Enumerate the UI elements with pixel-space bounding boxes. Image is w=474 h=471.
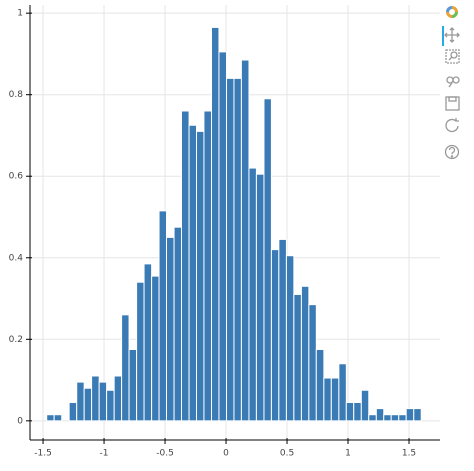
save-tool[interactable]	[445, 96, 460, 111]
bar	[106, 389, 115, 422]
bar	[68, 401, 78, 422]
bar	[375, 408, 385, 422]
bar	[323, 377, 332, 422]
y-tick-label: 0.2	[9, 335, 23, 345]
bar	[390, 414, 400, 422]
x-tick-label: -1.5	[34, 449, 52, 459]
bar	[285, 255, 295, 422]
bar	[76, 381, 85, 422]
bar	[121, 314, 130, 422]
bar	[255, 173, 265, 422]
bar	[188, 124, 198, 422]
bar	[91, 375, 100, 422]
bar	[151, 275, 160, 422]
x-tick-label: 0	[223, 449, 229, 459]
x-tick-label: 0.5	[280, 449, 294, 459]
bar	[158, 210, 168, 422]
bar	[413, 408, 422, 422]
help-tool[interactable]	[444, 144, 460, 160]
y-tick-label: 0.6	[9, 172, 24, 182]
bar	[353, 401, 362, 422]
bar	[83, 387, 93, 422]
bar	[181, 110, 190, 422]
bar	[53, 414, 63, 422]
bar	[278, 238, 287, 422]
bar	[315, 348, 325, 422]
bar	[136, 281, 145, 422]
y-tick-label: 0.4	[9, 253, 24, 263]
bar	[173, 226, 183, 422]
bar	[128, 348, 138, 422]
x-tick-label: -1	[100, 449, 109, 459]
bar	[345, 401, 355, 422]
bar	[218, 51, 228, 422]
bar	[338, 363, 347, 422]
bar	[405, 408, 415, 422]
y-tick-label: 0	[17, 416, 23, 426]
bar	[203, 110, 213, 422]
bar	[240, 59, 250, 422]
bar	[368, 414, 377, 422]
bar	[398, 414, 407, 422]
bar	[248, 167, 257, 422]
bar	[211, 26, 220, 422]
x-tick-label: -0.5	[156, 449, 174, 459]
pan-tool[interactable]	[444, 27, 460, 43]
bar	[196, 130, 205, 422]
bar	[166, 236, 175, 422]
y-tick-label: 1	[17, 9, 23, 19]
bar	[233, 77, 242, 422]
bar	[330, 377, 340, 422]
bar	[263, 98, 272, 422]
bar	[143, 263, 153, 422]
x-tick-label: 1.5	[402, 449, 416, 459]
box-zoom-tool[interactable]	[445, 49, 460, 64]
y-tick-label: 0.8	[9, 90, 24, 100]
bar	[300, 285, 310, 422]
bar	[113, 375, 123, 422]
bar	[226, 77, 235, 422]
wheel-zoom-tool[interactable]	[446, 76, 460, 88]
bar	[98, 381, 108, 422]
bar	[308, 304, 317, 422]
toolbar	[442, 6, 460, 160]
bokeh-logo[interactable]	[446, 6, 458, 18]
x-tick-label: 1	[345, 449, 351, 459]
bar	[383, 414, 392, 422]
bar	[293, 293, 302, 422]
bar	[270, 249, 280, 422]
bar	[360, 389, 370, 422]
bar	[46, 414, 55, 422]
reset-tool[interactable]	[445, 118, 459, 133]
